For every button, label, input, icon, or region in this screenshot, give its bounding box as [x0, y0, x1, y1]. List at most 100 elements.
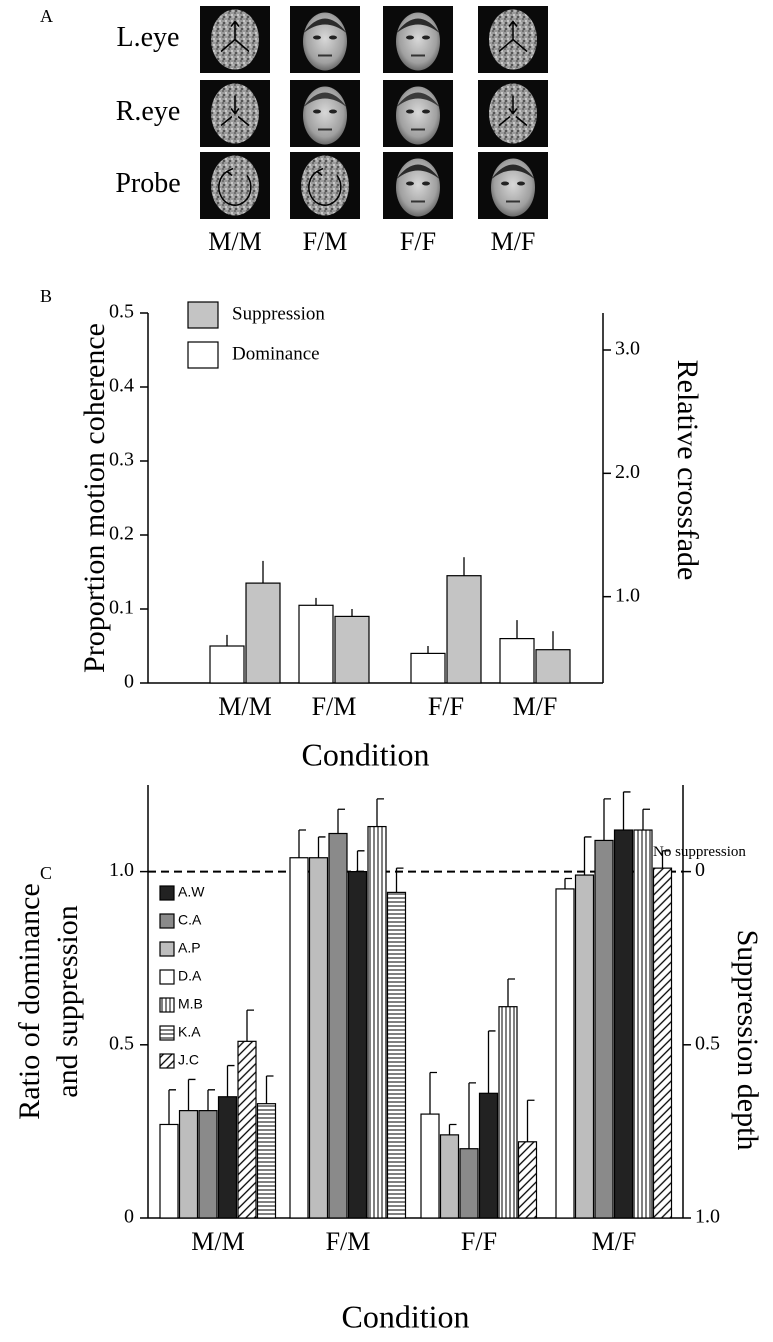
eye [422, 35, 430, 40]
y2-tick-label: 2.0 [615, 461, 640, 483]
x-tick-label: M/F [592, 1227, 637, 1256]
error-bar [376, 798, 384, 827]
legend-label: J.C [178, 1052, 199, 1068]
bar [245, 582, 281, 684]
column-label: M/F [491, 227, 536, 256]
x-tick-label: F/M [326, 1227, 371, 1256]
bar [633, 829, 653, 1219]
y2-tick-label: 0 [695, 859, 705, 881]
legend-swatch [159, 941, 175, 957]
panel-label: C [40, 863, 52, 883]
error-bar [507, 978, 515, 1007]
bar [555, 888, 575, 1219]
x-tick-label: M/F [513, 692, 558, 721]
error-bar [337, 808, 345, 834]
y-tick-label: 1.0 [109, 859, 134, 881]
y2-axis-label: Relative crossfade [671, 360, 704, 581]
error-bar [564, 877, 572, 889]
bar [478, 1092, 499, 1219]
error-bar [226, 1064, 235, 1097]
eye [422, 181, 430, 186]
hair [396, 18, 440, 34]
eye [329, 35, 337, 40]
legend-label: K.A [178, 1024, 201, 1040]
column-label: F/M [303, 227, 348, 256]
rotation-arrow [218, 167, 252, 206]
hair [396, 92, 440, 108]
error-bar [317, 836, 326, 858]
y-tick-label: 0.5 [109, 301, 134, 323]
legend-label: D.A [178, 968, 202, 984]
y-axis-label: Proportion motion coherence [78, 323, 111, 673]
rotation-arrow [308, 167, 342, 206]
eye [329, 109, 337, 114]
bar [308, 857, 329, 1219]
y2-tick-label: 0.5 [695, 1032, 720, 1054]
error-bar [583, 836, 592, 876]
y-tick-label: 0.1 [109, 597, 134, 619]
face [491, 158, 535, 217]
y-tick-label: 0 [124, 671, 134, 693]
x-tick-label: F/F [461, 1227, 497, 1256]
x-axis-label: Condition [341, 1298, 469, 1334]
legend-swatch [159, 913, 175, 929]
legend-swatch [187, 341, 219, 369]
bar [237, 1040, 257, 1219]
bar [298, 604, 334, 684]
bar [217, 1096, 238, 1219]
bar [328, 832, 348, 1219]
eye [406, 35, 414, 40]
bar [517, 1141, 538, 1219]
bar [499, 637, 535, 684]
face [303, 86, 347, 145]
legend-swatch [159, 997, 175, 1013]
bar [535, 649, 571, 684]
column-label: F/F [400, 227, 436, 256]
y-tick-label: 0.3 [109, 449, 134, 471]
error-bar [298, 829, 306, 858]
bar [574, 874, 595, 1219]
bar [198, 1110, 218, 1219]
bar [446, 575, 482, 684]
face [303, 12, 347, 71]
legend-swatch [159, 885, 175, 901]
bar [386, 891, 407, 1219]
error-bar [487, 1030, 496, 1094]
panel-label: A [40, 6, 53, 26]
legend-swatch [159, 1053, 175, 1069]
row-label: L.eye [117, 22, 180, 53]
bar [459, 1148, 479, 1219]
arrows [220, 95, 250, 127]
eye [406, 181, 414, 186]
bar [209, 645, 245, 684]
hair [303, 92, 347, 108]
hair [303, 18, 347, 34]
error-bar [187, 1078, 196, 1111]
x-tick-label: F/M [312, 692, 357, 721]
arrows [498, 20, 528, 53]
y2-tick-label: 1.0 [615, 584, 640, 606]
annotation: No suppression [653, 844, 746, 860]
bar [334, 615, 370, 684]
legend-label: A.W [178, 884, 205, 900]
y-tick-label: 0.2 [109, 523, 134, 545]
bar [347, 870, 368, 1219]
y-tick-label: 0.4 [109, 375, 134, 397]
bar [420, 1113, 440, 1219]
eye [517, 181, 525, 186]
eye [313, 35, 321, 40]
legend-label: Dominance [232, 343, 320, 364]
bar [594, 839, 614, 1219]
eye [501, 181, 509, 186]
error-bar [207, 1089, 215, 1111]
row-label: Probe [115, 168, 180, 199]
arrows [220, 20, 250, 53]
error-bar [168, 1089, 176, 1125]
legend-label: A.P [178, 940, 201, 956]
y-axis-label: Ratio of dominance [13, 883, 46, 1120]
x-tick-label: F/F [428, 692, 464, 721]
x-tick-label: M/M [218, 692, 271, 721]
bar [410, 652, 446, 684]
y-axis-label: and suppression [51, 905, 84, 1097]
